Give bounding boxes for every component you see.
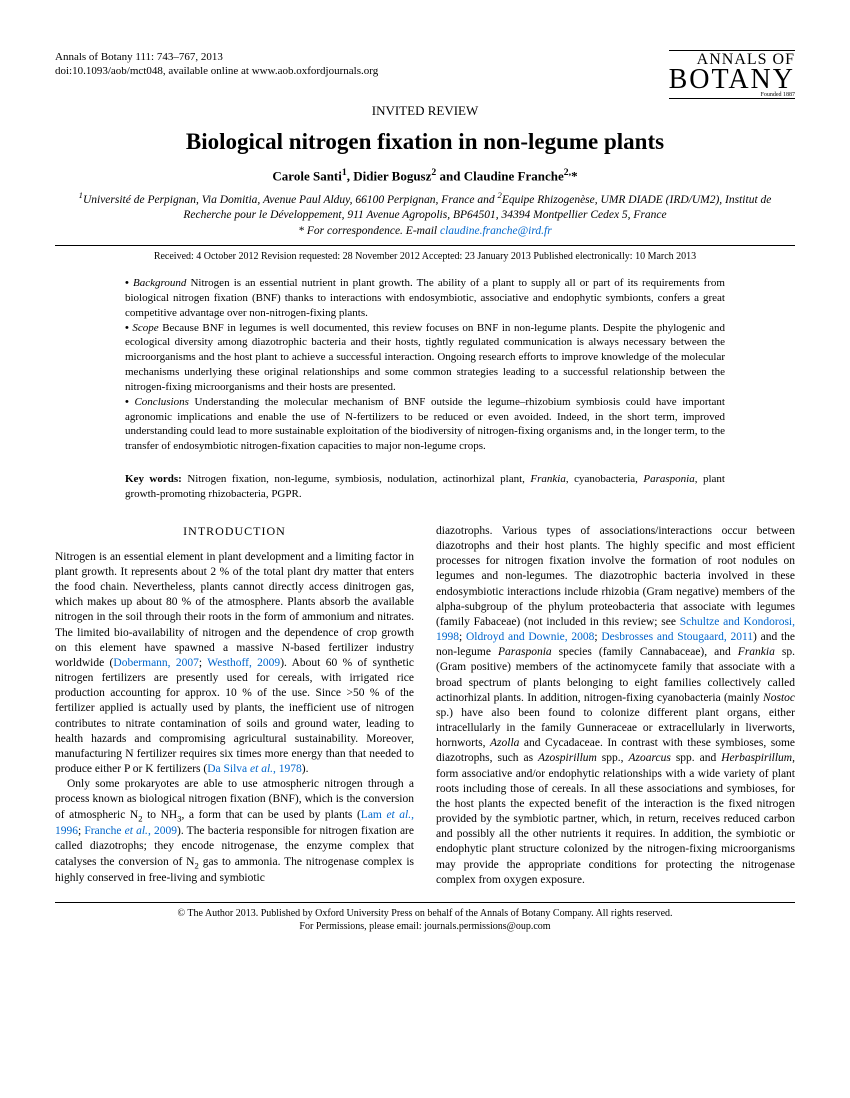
keywords-label: Key words: [125, 473, 182, 485]
journal-doi: doi:10.1093/aob/mct048, available online… [55, 64, 378, 78]
publication-dates: Received: 4 October 2012 Revision reques… [55, 245, 795, 262]
correspondence-label: * For correspondence. E-mail [298, 225, 440, 237]
body-paragraph: Nitrogen is an essential element in plan… [55, 550, 414, 778]
copyright-line: © The Author 2013. Published by Oxford U… [55, 907, 795, 920]
scope-label: Scope [132, 322, 158, 334]
review-type: INVITED REVIEW [55, 103, 795, 119]
correspondence-email-link[interactable]: claudine.franche@ird.fr [440, 225, 552, 237]
background-label: Background [133, 277, 186, 289]
journal-info: Annals of Botany 111: 743–767, 2013 doi:… [55, 50, 378, 79]
footer: © The Author 2013. Published by Oxford U… [55, 902, 795, 933]
authors: Carole Santi1, Didier Bogusz2 and Claudi… [55, 167, 795, 184]
column-right: diazotrophs. Various types of associatio… [436, 524, 795, 888]
scope-text: Because BNF in legumes is well documente… [125, 322, 725, 393]
page-container: Annals of Botany 111: 743–767, 2013 doi:… [0, 0, 850, 963]
permissions-line: For Permissions, please email: journals.… [55, 920, 795, 933]
introduction-heading: INTRODUCTION [55, 524, 414, 540]
correspondence: * For correspondence. E-mail claudine.fr… [55, 225, 795, 237]
keywords-text: Nitrogen fixation, non-legume, symbiosis… [125, 473, 725, 500]
journal-logo: ANNALS OF BOTANY Founded 1887 [669, 50, 795, 99]
logo-line2: BOTANY [669, 67, 795, 92]
affiliations: 1Université de Perpignan, Via Domitia, A… [55, 190, 795, 223]
keywords: Key words: Nitrogen fixation, non-legume… [55, 472, 795, 502]
header-row: Annals of Botany 111: 743–767, 2013 doi:… [55, 50, 795, 99]
body-paragraph: Only some prokaryotes are able to use at… [55, 777, 414, 886]
bullet-icon: • [125, 277, 133, 289]
conclusions-label: Conclusions [134, 396, 188, 408]
abstract: • Background Nitrogen is an essential nu… [55, 276, 795, 454]
conclusions-text: Understanding the molecular mechanism of… [125, 396, 725, 453]
journal-citation: Annals of Botany 111: 743–767, 2013 [55, 50, 378, 64]
background-text: Nitrogen is an essential nutrient in pla… [125, 277, 725, 319]
body-columns: INTRODUCTION Nitrogen is an essential el… [55, 524, 795, 888]
column-left: INTRODUCTION Nitrogen is an essential el… [55, 524, 414, 888]
article-title: Biological nitrogen fixation in non-legu… [55, 129, 795, 155]
body-paragraph: diazotrophs. Various types of associatio… [436, 524, 795, 888]
